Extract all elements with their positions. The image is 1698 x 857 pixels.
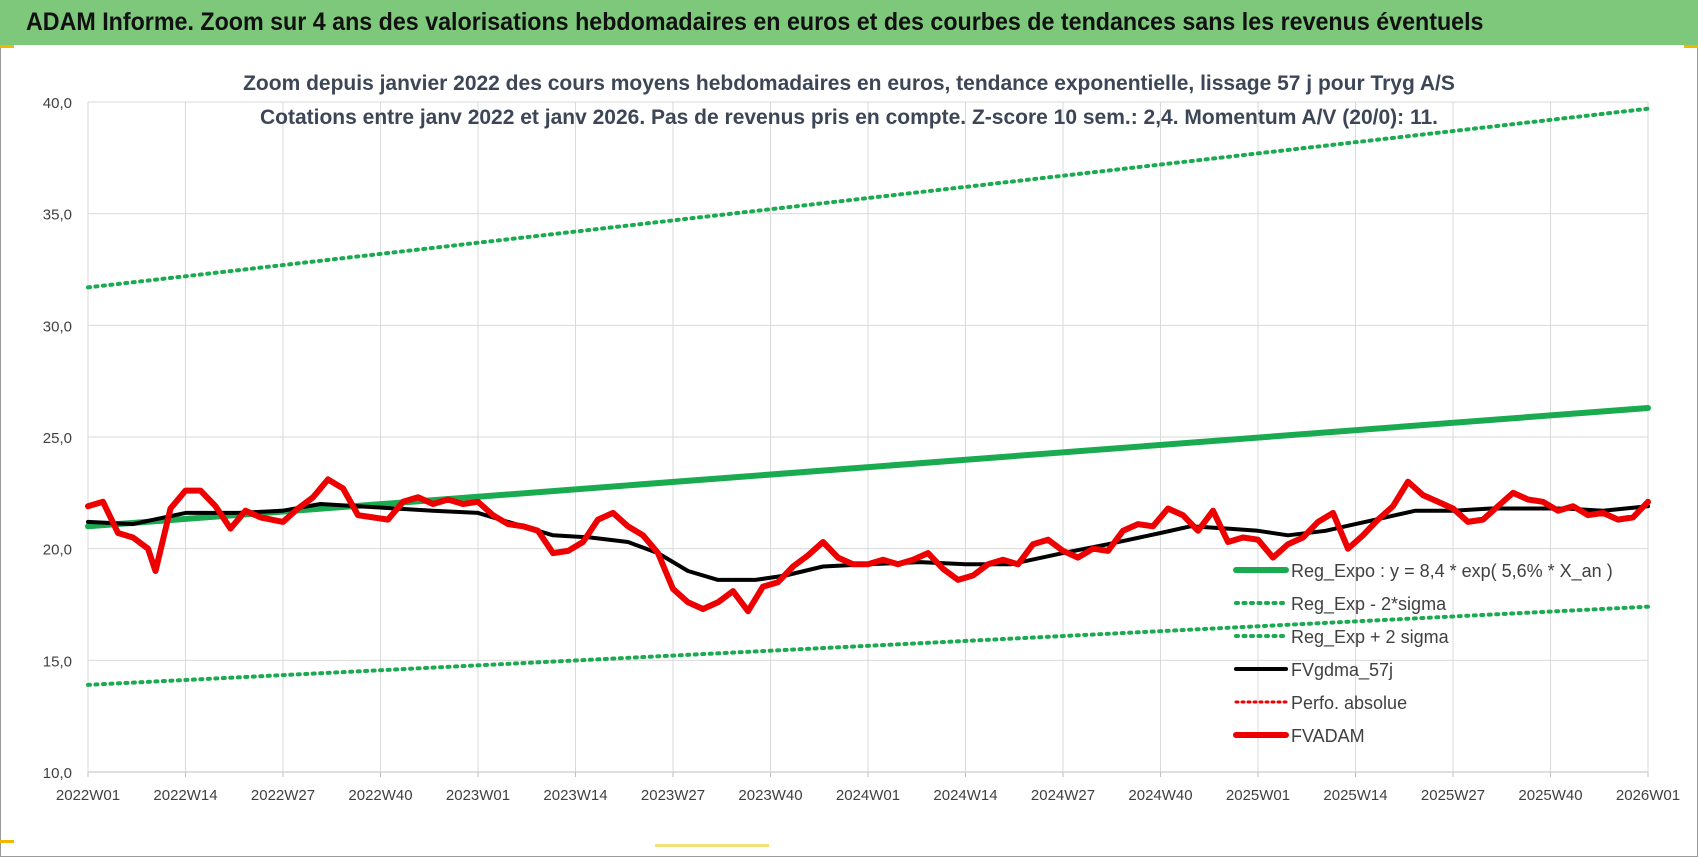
series-line-2 — [86, 106, 1650, 290]
x-axis-ticks: 2022W01 2022W14 2022W27 2022W40 2023W01 2023W… — [56, 787, 1680, 804]
x-tick-label: 2025W40 — [1518, 787, 1582, 804]
x-tick-label: 2023W01 — [446, 787, 510, 804]
x-tick-label: 2024W14 — [933, 787, 997, 804]
x-tick-label: 2024W01 — [836, 787, 900, 804]
x-tick-label: 2025W14 — [1323, 787, 1387, 804]
x-tick-label: 2022W27 — [251, 787, 315, 804]
legend-label-5: FVADAM — [1291, 726, 1365, 746]
x-tick-label: 2022W40 — [348, 787, 412, 804]
y-tick-label: 35,0 — [43, 207, 72, 224]
x-tick-label: 2024W27 — [1031, 787, 1095, 804]
x-tick-label: 2025W27 — [1421, 787, 1485, 804]
series-line-1 — [86, 604, 1650, 687]
chart-subtitle: Cotations entre janv 2022 et janv 2026. … — [260, 106, 1438, 129]
y-tick-label: 25,0 — [43, 430, 72, 447]
y-tick-label: 30,0 — [43, 318, 72, 335]
x-tick-label: 2023W40 — [738, 787, 802, 804]
x-tick-label: 2023W27 — [641, 787, 705, 804]
y-tick-label: 20,0 — [43, 542, 72, 559]
header-bar: ADAM Informe. Zoom sur 4 ans des valoris… — [0, 0, 1698, 45]
x-tick-label: 2026W01 — [1616, 787, 1680, 804]
y-axis-ticks: 10,0 15,0 20,0 25,0 30,0 35,0 40,0 — [43, 95, 72, 782]
footer-corner-left — [0, 840, 14, 843]
legend-label-4: Perfo. absolue — [1291, 693, 1407, 713]
series-line-5 — [85, 476, 1651, 615]
legend-label-1: Reg_Exp - 2*sigma — [1291, 594, 1447, 615]
y-tick-label: 10,0 — [43, 765, 72, 782]
legend-label-0: Reg_Expo : y = 8,4 * exp( 5,6% * X_an ) — [1291, 561, 1613, 582]
header-corner-left — [0, 45, 14, 48]
x-tick-label: 2025W01 — [1226, 787, 1290, 804]
chart-title: Zoom depuis janvier 2022 des cours moyen… — [243, 72, 1455, 95]
x-tick-label: 2022W01 — [56, 787, 120, 804]
legend-label-2: Reg_Exp + 2 sigma — [1291, 627, 1450, 648]
grid-lines — [87, 101, 1649, 777]
y-tick-label: 15,0 — [43, 653, 72, 670]
legend-label-3: FVgdma_57j — [1291, 660, 1393, 681]
x-tick-label: 2024W40 — [1128, 787, 1192, 804]
footer-marker — [655, 844, 769, 847]
header-corner-right — [1684, 45, 1698, 48]
x-tick-label: 2023W14 — [543, 787, 607, 804]
series-layer — [85, 106, 1651, 687]
x-tick-label: 2022W14 — [153, 787, 217, 804]
header-title: ADAM Informe. Zoom sur 4 ans des valoris… — [26, 8, 1484, 36]
y-tick-label: 40,0 — [43, 95, 72, 112]
legend: Reg_Expo : y = 8,4 * exp( 5,6% * X_an ) R… — [1233, 561, 1613, 746]
